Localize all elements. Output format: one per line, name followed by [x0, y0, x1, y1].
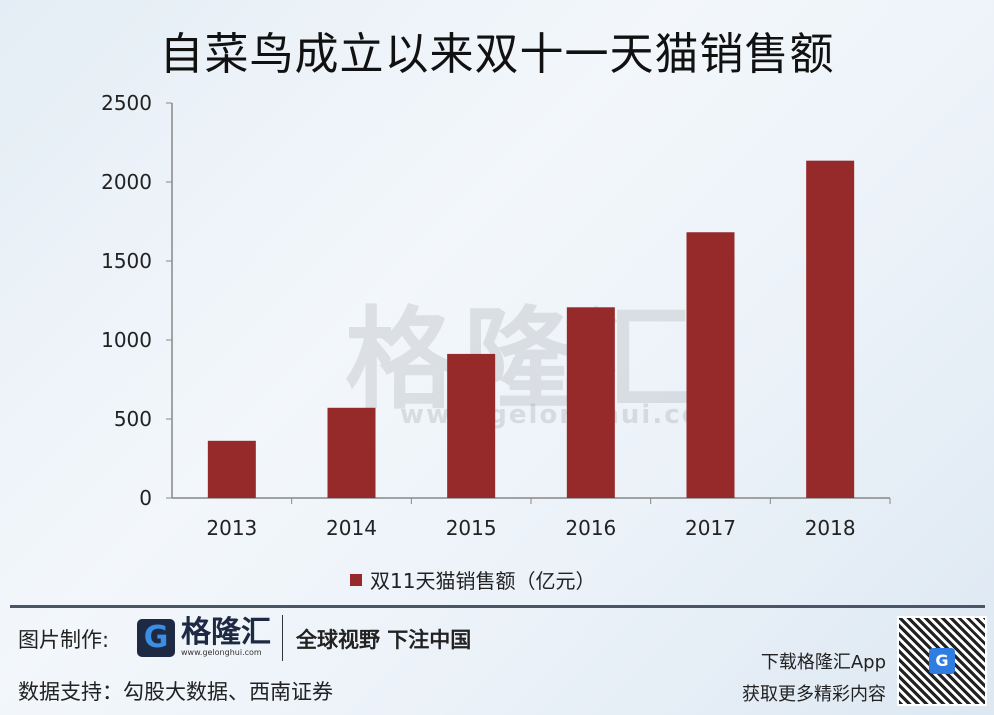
legend-swatch	[350, 573, 362, 586]
watermark: 格隆汇	[345, 296, 699, 424]
legend-label: 双11天猫销售额（亿元）	[370, 569, 596, 593]
qr-code[interactable]: G	[897, 616, 987, 706]
data-source: 数据支持：勾股大数据、西南证券	[18, 680, 333, 704]
logo-g-icon: G	[137, 618, 175, 657]
logo-name: 格隆汇	[181, 615, 271, 650]
gelonghui-logo: G 格隆汇 www.gelonghui.com	[137, 618, 271, 657]
bar	[686, 232, 735, 498]
bar	[806, 160, 855, 499]
bar	[327, 407, 376, 498]
y-tick-label: 2500	[101, 91, 152, 115]
y-tick-label: 500	[114, 407, 152, 431]
logo-separator	[282, 615, 283, 661]
x-tick-label: 2017	[685, 516, 736, 540]
x-tick-label: 2014	[326, 516, 377, 540]
slogan: 全球视野 下注中国	[296, 628, 472, 652]
x-tick-label: 2016	[565, 516, 616, 540]
logo-url: www.gelonghui.com	[181, 648, 262, 657]
x-tick-label: 2013	[206, 516, 257, 540]
x-tick-label: 2015	[446, 516, 497, 540]
app-more-content-text: 获取更多精彩内容	[742, 684, 886, 705]
bar	[207, 440, 256, 498]
bar	[566, 307, 615, 498]
footer-divider	[10, 605, 985, 608]
y-tick-label: 1000	[101, 328, 152, 352]
x-tick-label: 2018	[805, 516, 856, 540]
qr-logo-icon: G	[929, 648, 955, 674]
bar-chart: 0 500 1000 1500 2000 2500 2013 2014 2015 2016 2017…	[101, 91, 891, 540]
y-tick-label: 0	[139, 486, 152, 510]
y-tick-label: 2000	[101, 170, 152, 194]
bar	[447, 353, 496, 498]
chart-title: 自菜鸟成立以来双十一天猫销售额	[159, 29, 835, 80]
made-by-label: 图片制作:	[18, 628, 110, 652]
app-download-text: 下载格隆汇App	[760, 652, 886, 673]
legend: 双11天猫销售额（亿元）	[350, 565, 595, 594]
y-tick-label: 1500	[101, 249, 152, 273]
